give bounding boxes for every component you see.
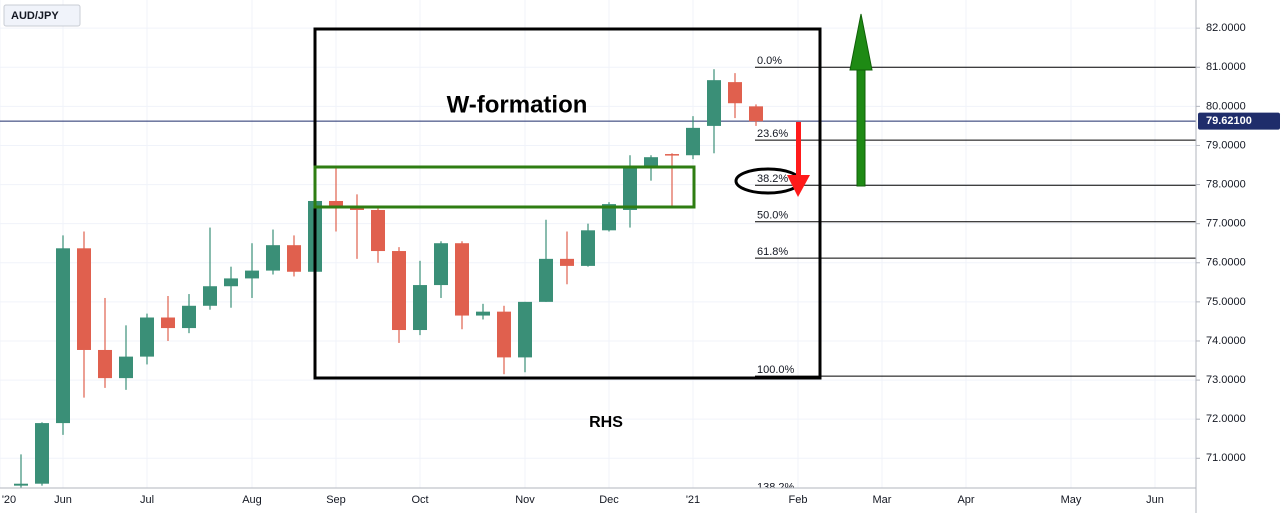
y-tick-label: 79.0000 — [1206, 139, 1246, 151]
y-tick-label: 74.0000 — [1206, 335, 1246, 347]
candle-body — [560, 258, 574, 266]
x-tick-label: Oct — [411, 494, 428, 506]
annotation-text: W-formation — [447, 91, 588, 118]
arrow-shaft — [796, 122, 801, 176]
candle-body — [581, 230, 595, 266]
y-tick-label: 71.0000 — [1206, 452, 1246, 464]
candle-body — [182, 305, 196, 329]
y-tick-label: 82.0000 — [1206, 22, 1246, 34]
y-tick-label: 72.0000 — [1206, 413, 1246, 425]
candle-body — [476, 311, 490, 316]
candle-body — [14, 483, 28, 486]
x-tick-label: '20 — [2, 494, 16, 506]
candle-body — [728, 82, 742, 104]
candle-body — [140, 317, 154, 357]
y-tick-label: 75.0000 — [1206, 296, 1246, 308]
y-axis-panel — [1196, 0, 1281, 513]
candle-body — [602, 204, 616, 231]
candle-body — [518, 301, 532, 358]
x-tick-label: Aug — [242, 494, 262, 506]
y-tick-label: 81.0000 — [1206, 61, 1246, 73]
x-tick-label: Sep — [326, 494, 346, 506]
x-tick-label: '21 — [686, 494, 700, 506]
candle-body — [539, 258, 553, 302]
candle-body — [413, 285, 427, 331]
y-tick-label: 73.0000 — [1206, 374, 1246, 386]
candle-body — [245, 270, 259, 279]
candle-body — [77, 248, 91, 350]
candle-body — [497, 311, 511, 358]
x-tick-label: May — [1061, 494, 1082, 506]
candle-body — [434, 243, 448, 286]
symbol-badge: AUD/JPY — [3, 4, 81, 27]
x-tick-label: Feb — [789, 494, 808, 506]
arrow-shaft — [856, 67, 866, 187]
arrow-head — [849, 13, 873, 71]
candle-body — [392, 251, 406, 331]
candle-body — [287, 245, 301, 272]
fib-label: 100.0% — [757, 364, 795, 376]
x-tick-label: Nov — [515, 494, 535, 506]
candle-body — [455, 243, 469, 316]
fib-label: 23.6% — [757, 128, 788, 140]
candle-body — [623, 168, 637, 210]
fib-label: 61.8% — [757, 246, 788, 258]
x-tick-label: Apr — [957, 494, 974, 506]
annotations: W-formation RHS — [313, 13, 873, 431]
candle-body — [350, 208, 364, 210]
candle-body — [644, 157, 658, 169]
y-tick-label: 80.0000 — [1206, 100, 1246, 112]
candle-body — [707, 80, 721, 126]
candle-body — [98, 349, 112, 379]
fib-label: 38.2% — [757, 173, 788, 185]
y-tick-label: 77.0000 — [1206, 218, 1246, 230]
x-tick-label: Jun — [1146, 494, 1164, 506]
candle-body — [119, 356, 133, 379]
candle-body — [161, 317, 175, 329]
candle-body — [35, 423, 49, 484]
arrow-head — [787, 175, 810, 197]
candle-body — [686, 127, 700, 156]
candle-body — [56, 248, 70, 424]
y-tick-label: 76.0000 — [1206, 257, 1246, 269]
candle-body — [665, 154, 679, 156]
box-annotation — [313, 165, 696, 209]
x-tick-label: Dec — [599, 494, 619, 506]
x-tick-label: Jun — [54, 494, 72, 506]
candle-body — [749, 106, 763, 122]
box-annotation — [313, 27, 822, 380]
fib-label: 50.0% — [757, 210, 788, 222]
fib-label: 0.0% — [757, 55, 782, 67]
fib-label: 138.2% — [757, 481, 795, 493]
last-price-box — [1198, 112, 1280, 130]
annotation-text: RHS — [589, 414, 623, 431]
x-tick-label: Mar — [873, 494, 892, 506]
y-tick-label: 78.0000 — [1206, 178, 1246, 190]
x-tick-label: Jul — [140, 494, 154, 506]
symbol-label: AUD/JPY — [11, 10, 59, 22]
plot-area: 0.0% 23.6% 38.2% 50.0% 61.8% 100.0% 138.2% — [0, 0, 1196, 493]
last-price-label: 79.62100 — [1206, 115, 1252, 127]
x-axis-panel — [0, 488, 1196, 513]
candle-body — [371, 209, 385, 252]
symbol-box — [3, 4, 81, 27]
candle-body — [224, 278, 238, 287]
candle-body — [266, 245, 280, 271]
candle-body — [329, 200, 343, 209]
candle-body — [203, 286, 217, 306]
